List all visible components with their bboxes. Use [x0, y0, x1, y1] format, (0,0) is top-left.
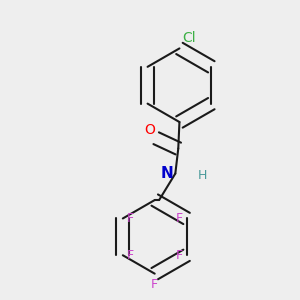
Text: F: F: [176, 212, 183, 225]
Text: Cl: Cl: [182, 32, 196, 46]
Text: H: H: [197, 169, 207, 182]
Text: O: O: [144, 123, 155, 137]
Text: F: F: [176, 249, 183, 262]
Text: F: F: [126, 249, 134, 262]
Text: N: N: [161, 166, 174, 181]
Text: F: F: [151, 278, 158, 291]
Text: F: F: [126, 212, 134, 225]
